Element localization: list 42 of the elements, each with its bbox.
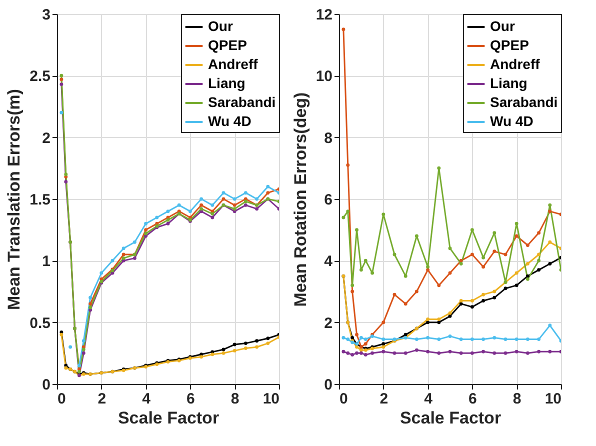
legend-label: QPEP (208, 37, 247, 53)
x-tick-label: 6 (468, 390, 477, 408)
legend-label: Sarabandi (208, 94, 276, 110)
legend-label: Our (490, 18, 516, 34)
x-tick-label: 0 (340, 390, 348, 408)
y-tick-label: 6 (324, 192, 332, 208)
legend-label: Sarabandi (490, 94, 558, 110)
y-tick-label: 8 (324, 130, 332, 147)
x-tick-label: 2 (380, 390, 388, 408)
legend-label: Liang (490, 75, 528, 91)
y-tick-label: 2 (42, 130, 50, 147)
x-tick-label: 8 (512, 390, 522, 408)
y-tick-label: 0 (324, 376, 332, 394)
y-tick-label: 4 (324, 253, 334, 270)
legend-label: Wu 4D (490, 113, 534, 129)
x-tick-label: 4 (424, 390, 434, 408)
x-axis-title: Scale Factor (400, 408, 502, 428)
y-tick-label: 2.5 (30, 68, 50, 86)
x-tick-label: 8 (230, 390, 240, 408)
y-tick-label: 2 (324, 314, 332, 332)
legend-label: Andreff (490, 56, 540, 72)
legend-label: Wu 4D (208, 113, 252, 129)
x-axis-title: Scale Factor (118, 408, 220, 428)
legend-label: QPEP (490, 37, 529, 53)
y-axis-title: Mean Rotation Errors(deg) (290, 92, 310, 307)
x-tick-label: 0 (58, 390, 66, 408)
y-axis-title: Mean Translation Errors(m) (4, 88, 24, 310)
x-tick-label: 4 (142, 390, 152, 408)
y-tick-label: 1.5 (30, 192, 50, 208)
x-tick-label: 2 (98, 390, 106, 408)
legend-label: Liang (208, 75, 246, 91)
y-tick-label: 10 (316, 68, 332, 86)
legend-label: Our (208, 18, 234, 34)
x-tick-label: 10 (262, 390, 280, 408)
x-tick-label: 6 (186, 390, 195, 408)
y-tick-label: 0.5 (30, 314, 50, 332)
y-tick-label: 1 (42, 253, 50, 270)
y-tick-label: 12 (316, 6, 332, 24)
legend-label: Andreff (208, 56, 258, 72)
y-tick-label: 3 (42, 6, 50, 24)
x-tick-label: 10 (544, 390, 562, 408)
y-tick-label: 0 (42, 376, 50, 394)
